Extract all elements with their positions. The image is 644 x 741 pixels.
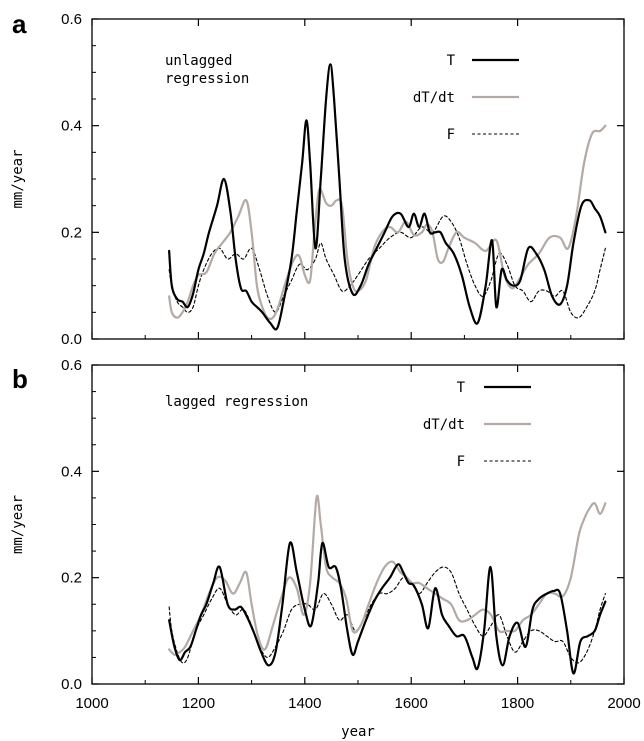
y-tick-label: 0.0 bbox=[61, 676, 82, 693]
x-tick-label: 1800 bbox=[501, 695, 534, 712]
y-tick-label: 0.0 bbox=[61, 331, 82, 348]
y-tick-label: 0.6 bbox=[61, 357, 82, 374]
y-tick-label: 0.2 bbox=[61, 570, 82, 587]
series-line-t bbox=[168, 541, 607, 675]
y-axis-label: mm/year bbox=[10, 149, 26, 208]
legend-label: F bbox=[447, 127, 455, 143]
panel-b: b 0.0 0.2 0.4 0.6 1000 1200 1400 1600 1800 2000 mm/… bbox=[10, 357, 641, 740]
legend-label: T bbox=[447, 53, 456, 69]
panel-annotation: lagged regression bbox=[165, 394, 308, 410]
panel-letter: a bbox=[12, 9, 27, 39]
panel-annotation: regression bbox=[165, 71, 249, 87]
legend-label: dT/dt bbox=[423, 417, 465, 433]
y-axis-label: mm/year bbox=[10, 495, 26, 554]
y-tick-label: 0.2 bbox=[61, 224, 82, 241]
legend-label: T bbox=[457, 380, 466, 396]
x-tick-label: 2000 bbox=[607, 695, 640, 712]
y-tick-label: 0.4 bbox=[61, 118, 82, 135]
y-tick-label: 0.4 bbox=[61, 463, 82, 480]
x-tick-label: 1600 bbox=[395, 695, 428, 712]
panel-letter: b bbox=[12, 364, 28, 394]
x-tick-label: 1000 bbox=[75, 695, 108, 712]
series-line-dtdt bbox=[168, 494, 607, 656]
x-tick-label: 1200 bbox=[182, 695, 215, 712]
legend-label: F bbox=[457, 454, 465, 470]
panel-a: a 0.0 0.2 0.4 0.6 mm/year unlagged regression Td… bbox=[10, 9, 625, 348]
legend-label: dT/dt bbox=[413, 90, 455, 106]
y-tick-label: 0.6 bbox=[61, 11, 82, 28]
series-line-dtdt bbox=[168, 124, 607, 321]
series-line-f bbox=[168, 215, 606, 319]
series-line-f bbox=[168, 566, 606, 664]
series-line-t bbox=[168, 63, 607, 331]
x-axis-label: year bbox=[341, 724, 375, 740]
panel-annotation: unlagged bbox=[165, 53, 232, 69]
x-tick-label: 1400 bbox=[288, 695, 321, 712]
